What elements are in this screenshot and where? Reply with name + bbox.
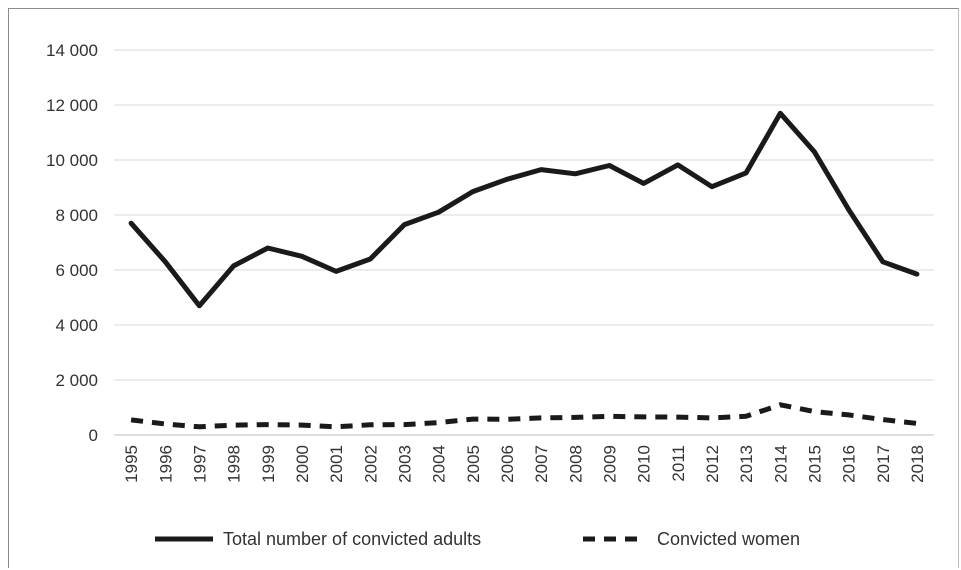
x-tick-label: 2003 — [395, 445, 414, 483]
x-tick-label: 2009 — [600, 445, 619, 483]
y-tick-label: 4 000 — [55, 316, 98, 335]
x-tick-label: 2007 — [532, 445, 551, 483]
gridlines — [114, 49, 934, 381]
x-tick-label: 2012 — [703, 445, 722, 483]
x-tick-label: 2010 — [635, 445, 654, 483]
x-tick-label: 2016 — [840, 445, 859, 483]
x-tick-label: 2017 — [874, 445, 893, 483]
x-tick-label: 1998 — [225, 445, 244, 483]
series-line-convicted-women — [130, 402, 918, 430]
y-tick-label: 10 000 — [46, 151, 98, 170]
x-tick-label: 1996 — [156, 445, 175, 483]
x-tick-label: 2018 — [908, 445, 927, 483]
x-axis-tick-labels: 1995 1996 1997 1998 1999 2000 2001 2002 2003 2004… — [122, 445, 927, 483]
x-tick-label: 1997 — [190, 445, 209, 483]
x-tick-label: 1995 — [122, 445, 141, 483]
x-tick-label: 1999 — [259, 445, 278, 483]
y-tick-label: 14 000 — [46, 41, 98, 60]
y-tick-label: 6 000 — [55, 261, 98, 280]
y-tick-label: 0 — [89, 426, 98, 445]
chart-frame — [8, 8, 959, 568]
x-tick-label: 2011 — [669, 445, 688, 482]
y-tick-label: 8 000 — [55, 206, 98, 225]
y-tick-label: 2 000 — [55, 371, 98, 390]
x-tick-label: 2004 — [430, 445, 449, 483]
x-tick-label: 2001 — [327, 445, 346, 483]
legend-label: Convicted women — [657, 529, 800, 549]
x-tick-label: 2013 — [737, 445, 756, 483]
x-tick-label: 2015 — [805, 445, 824, 483]
x-tick-label: 2008 — [566, 445, 585, 483]
legend: Total number of convicted adults Convicte… — [155, 529, 800, 549]
y-tick-label: 12 000 — [46, 96, 98, 115]
x-tick-label: 2014 — [771, 445, 790, 483]
x-tick-label: 2006 — [498, 445, 517, 483]
x-tick-label: 2000 — [293, 445, 312, 483]
x-tick-label: 2002 — [361, 445, 380, 483]
x-tick-label: 2005 — [464, 445, 483, 483]
legend-label: Total number of convicted adults — [223, 529, 481, 549]
series-line-total-convicted — [128, 110, 920, 309]
series-lines — [128, 110, 920, 430]
y-axis-tick-labels: 0 2 000 4 000 6 000 8 000 10 000 12 000 14 000 — [46, 41, 98, 445]
